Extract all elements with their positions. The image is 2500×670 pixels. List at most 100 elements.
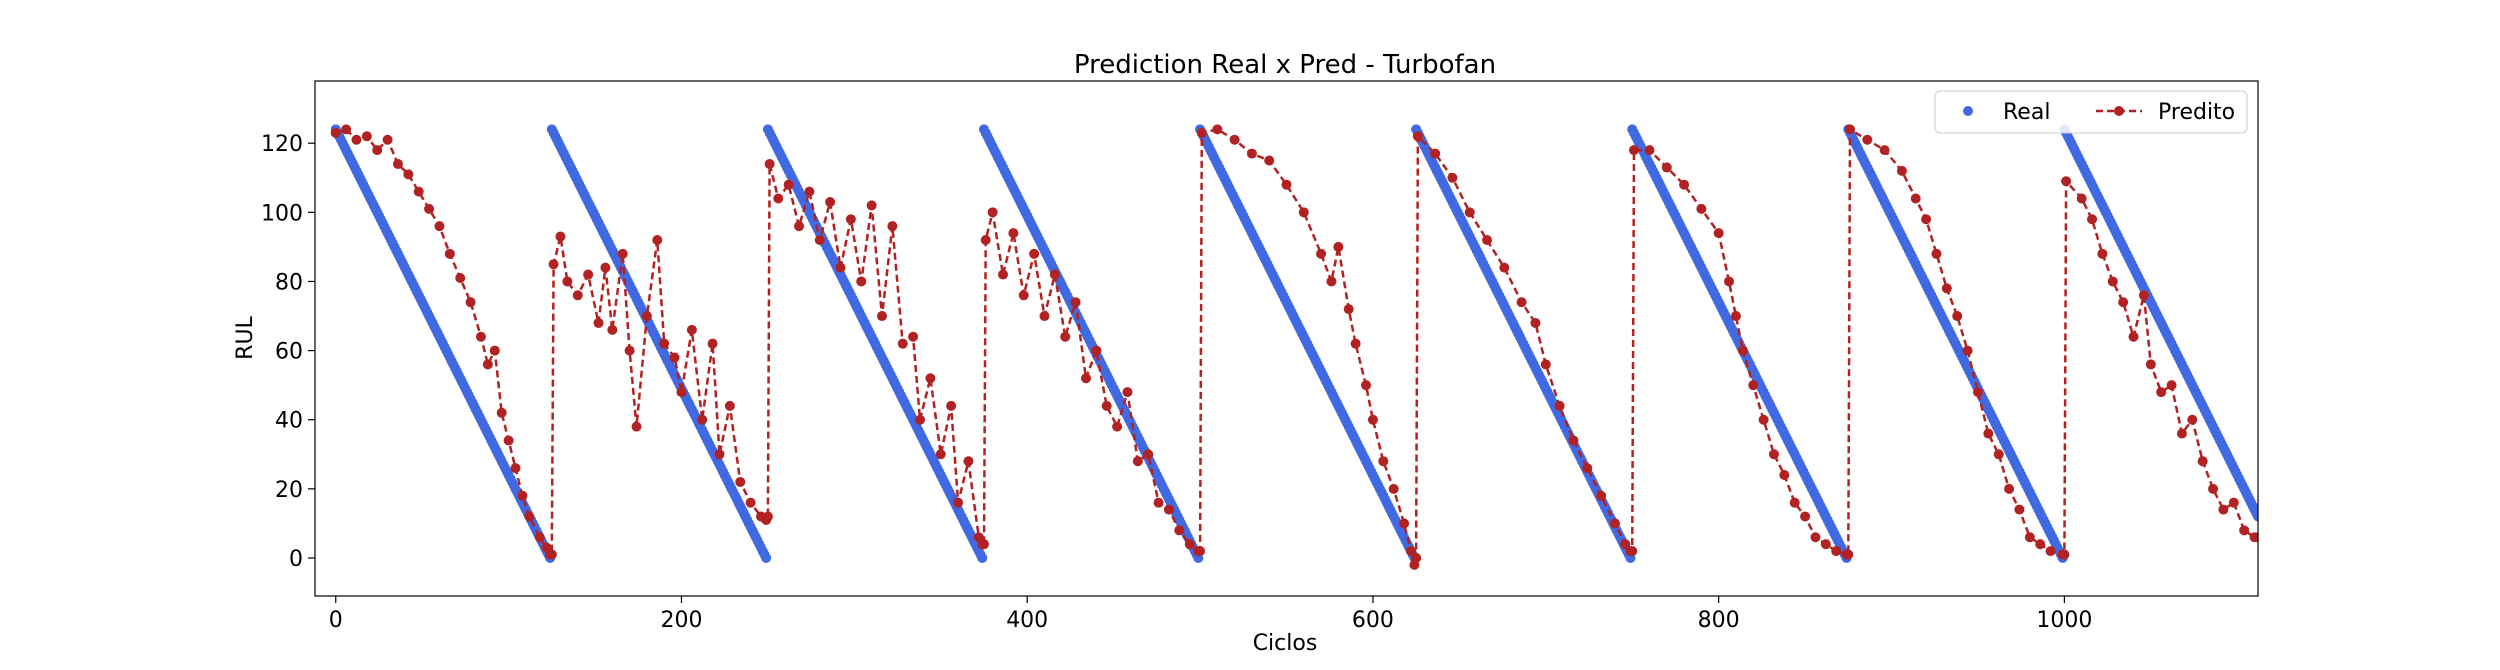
- predito-point: [1143, 449, 1154, 460]
- predito-point: [1713, 228, 1724, 239]
- predito-point: [372, 145, 383, 156]
- predito-point: [897, 338, 908, 349]
- predito-point: [1896, 165, 1907, 176]
- predito-point: [1582, 463, 1593, 474]
- predito-point: [2145, 359, 2156, 370]
- x-tick-label: 1000: [2036, 608, 2092, 633]
- predito-point: [1737, 345, 1748, 356]
- y-tick-label: 120: [261, 132, 303, 157]
- predito-point: [1831, 546, 1842, 557]
- predito-point: [714, 449, 725, 460]
- predito-point: [1246, 148, 1257, 159]
- predito-point: [1378, 456, 1389, 467]
- predito-point: [572, 290, 583, 301]
- predito-point: [2253, 532, 2258, 543]
- predito-point: [1132, 456, 1143, 467]
- predito-point: [2045, 546, 2056, 557]
- predito-point: [1540, 359, 1551, 370]
- predito-point: [1464, 207, 1475, 218]
- predito-point: [2035, 539, 2046, 550]
- predito-point: [1018, 290, 1029, 301]
- predito-point: [1122, 387, 1133, 398]
- predito-point: [2128, 331, 2139, 342]
- predito-point: [1845, 124, 1856, 135]
- predito-point: [2004, 483, 2015, 494]
- y-tick-label: 60: [275, 340, 303, 365]
- predito-point: [1174, 525, 1185, 536]
- predito-point: [2097, 248, 2108, 259]
- predito-point: [764, 158, 775, 169]
- predito-point: [2156, 387, 2167, 398]
- predito-point: [641, 311, 652, 322]
- predito-point: [1039, 311, 1050, 322]
- predito-point: [735, 476, 746, 487]
- predito-point: [1195, 546, 1206, 557]
- predito-point: [845, 214, 856, 225]
- predito-point: [1399, 518, 1410, 529]
- predito-point: [1008, 228, 1019, 239]
- predito-point: [562, 276, 573, 287]
- predito-point: [1060, 331, 1071, 342]
- predito-point: [1343, 304, 1354, 315]
- predito-point: [998, 269, 1009, 280]
- predito-point: [925, 373, 936, 384]
- predito-point: [825, 196, 836, 207]
- predito-point: [2187, 414, 2198, 425]
- predito-point: [1921, 214, 1932, 225]
- predito-point: [876, 311, 887, 322]
- predito-point: [1430, 148, 1441, 159]
- predito-point: [475, 331, 486, 342]
- predito-point: [2024, 532, 2035, 543]
- x-tick-label: 800: [1698, 608, 1740, 633]
- predito-point: [1810, 532, 1821, 543]
- predito-point: [510, 463, 521, 474]
- predito-point: [392, 158, 403, 169]
- predito-point: [1112, 421, 1123, 432]
- predito-point: [2239, 525, 2250, 536]
- predito-point: [1333, 241, 1344, 252]
- predito-point: [548, 259, 559, 270]
- predito-point: [1768, 449, 1779, 460]
- predito-point: [1931, 248, 1942, 259]
- predito-point: [1609, 518, 1620, 529]
- chart-title: Prediction Real x Pred - Turbofan: [1074, 50, 1496, 80]
- predito-point: [600, 262, 611, 273]
- predito-point: [2059, 549, 2070, 560]
- predito-point: [1049, 269, 1060, 280]
- predito-point: [783, 179, 794, 190]
- predito-point: [496, 407, 507, 418]
- predito-point: [1843, 549, 1854, 560]
- predito-point: [987, 207, 998, 218]
- predito-point: [1298, 207, 1309, 218]
- predito-point: [631, 421, 642, 432]
- predito-point: [652, 234, 663, 245]
- series-real: [330, 124, 2258, 563]
- y-tick-label: 40: [275, 409, 303, 434]
- y-tick-label: 20: [275, 478, 303, 503]
- predito-point: [1554, 400, 1565, 411]
- legend-pred-marker: [2114, 106, 2124, 116]
- predito-point: [1628, 145, 1639, 156]
- predito-point: [804, 186, 815, 197]
- predito-point: [1748, 380, 1759, 391]
- predito-point: [1264, 155, 1275, 166]
- predito-point: [413, 186, 424, 197]
- predito-point: [1163, 504, 1174, 515]
- predito-point: [555, 231, 566, 242]
- predito-point: [1952, 311, 1963, 322]
- predito-point: [424, 203, 435, 214]
- x-axis: 0 200 400 600 800 1000: [329, 596, 2092, 633]
- legend-pred-label: Predito: [2158, 100, 2235, 125]
- predito-point: [1789, 497, 1800, 508]
- x-tick-label: 600: [1352, 608, 1394, 633]
- predito-point: [1316, 248, 1327, 259]
- predito-point: [1910, 193, 1921, 204]
- predito-point: [980, 234, 991, 245]
- predito-point: [1080, 373, 1091, 384]
- predito-point: [963, 456, 974, 467]
- predito-point: [676, 387, 687, 398]
- predito-point: [1696, 203, 1707, 214]
- predito-point: [482, 359, 493, 370]
- predito-point: [1879, 145, 1890, 156]
- predito-point: [1361, 380, 1372, 391]
